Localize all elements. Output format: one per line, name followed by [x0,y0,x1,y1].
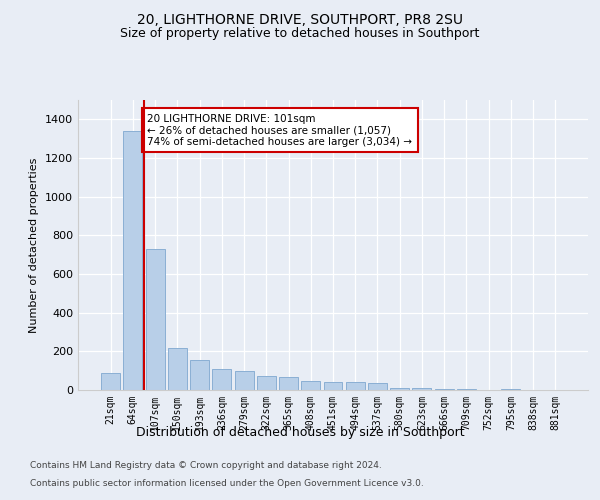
Bar [146,249,164,390]
Bar [190,360,209,390]
Text: Contains HM Land Registry data © Crown copyright and database right 2024.: Contains HM Land Registry data © Crown c… [30,461,382,470]
Bar [368,383,387,390]
Bar [502,389,520,390]
Bar [279,378,298,390]
Bar [257,376,276,390]
Bar [235,370,254,390]
Text: 20, LIGHTHORNE DRIVE, SOUTHPORT, PR8 2SU: 20, LIGHTHORNE DRIVE, SOUTHPORT, PR8 2SU [137,12,463,26]
Bar [101,372,120,390]
Bar [412,388,431,390]
Y-axis label: Number of detached properties: Number of detached properties [29,158,40,332]
Bar [323,382,343,390]
Bar [457,389,476,390]
Text: Contains public sector information licensed under the Open Government Licence v3: Contains public sector information licen… [30,478,424,488]
Text: Distribution of detached houses by size in Southport: Distribution of detached houses by size … [136,426,464,439]
Bar [168,348,187,390]
Text: 20 LIGHTHORNE DRIVE: 101sqm
← 26% of detached houses are smaller (1,057)
74% of : 20 LIGHTHORNE DRIVE: 101sqm ← 26% of det… [148,114,412,146]
Text: Size of property relative to detached houses in Southport: Size of property relative to detached ho… [121,28,479,40]
Bar [212,368,231,390]
Bar [301,382,320,390]
Bar [390,388,409,390]
Bar [435,389,454,390]
Bar [346,382,365,390]
Bar [124,131,142,390]
